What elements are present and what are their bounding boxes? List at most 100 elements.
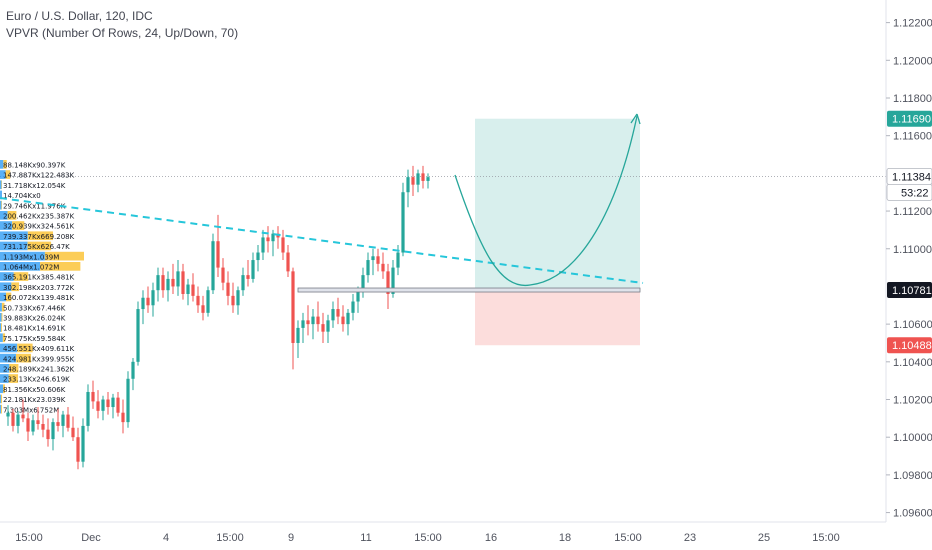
candle-body[interactable] bbox=[216, 241, 220, 268]
candle-body[interactable] bbox=[271, 233, 275, 242]
vp-row-down bbox=[15, 353, 32, 363]
candle-body[interactable] bbox=[296, 327, 300, 343]
candle-body[interactable] bbox=[336, 309, 340, 317]
candle-body[interactable] bbox=[331, 309, 335, 321]
candle-body[interactable] bbox=[191, 284, 195, 296]
candle-body[interactable] bbox=[26, 418, 30, 432]
candle-body[interactable] bbox=[66, 414, 70, 428]
candle-body[interactable] bbox=[111, 397, 115, 408]
candle-body[interactable] bbox=[21, 414, 25, 419]
price-label-badge: 1.10488 bbox=[887, 337, 932, 354]
candle-body[interactable] bbox=[181, 271, 185, 294]
candle-body[interactable] bbox=[136, 309, 140, 362]
candle-body[interactable] bbox=[306, 320, 310, 325]
candle-body[interactable] bbox=[61, 414, 65, 426]
candle-body[interactable] bbox=[226, 282, 230, 296]
candle-body[interactable] bbox=[396, 252, 400, 268]
candle-body[interactable] bbox=[321, 324, 325, 332]
candle-body[interactable] bbox=[361, 275, 365, 291]
candle-body[interactable] bbox=[171, 278, 175, 287]
candle-body[interactable] bbox=[196, 295, 200, 306]
candle-body[interactable] bbox=[41, 424, 45, 430]
vp-row-up bbox=[0, 353, 16, 363]
trendline[interactable] bbox=[0, 197, 644, 284]
candle-body[interactable] bbox=[301, 320, 305, 328]
candle-body[interactable] bbox=[121, 412, 125, 423]
candle-body[interactable] bbox=[51, 422, 55, 440]
projection-curve[interactable] bbox=[454, 115, 638, 287]
candle-body[interactable] bbox=[31, 420, 35, 432]
candle-body[interactable] bbox=[46, 429, 50, 440]
candle-body[interactable] bbox=[421, 173, 425, 181]
candle-body[interactable] bbox=[371, 256, 375, 261]
candle-body[interactable] bbox=[156, 275, 160, 291]
candle-body[interactable] bbox=[366, 260, 370, 276]
candle-body[interactable] bbox=[36, 420, 40, 425]
candle-body[interactable] bbox=[241, 275, 245, 291]
candle-body[interactable] bbox=[211, 241, 215, 291]
candle-body[interactable] bbox=[186, 284, 190, 294]
candle-body[interactable] bbox=[91, 391, 95, 402]
candle-body[interactable] bbox=[346, 312, 350, 325]
candle-body[interactable] bbox=[356, 290, 360, 302]
candle-body[interactable] bbox=[376, 256, 380, 264]
projection-arrowhead bbox=[630, 113, 641, 125]
candle-body[interactable] bbox=[201, 305, 205, 313]
candle-body[interactable] bbox=[56, 422, 60, 426]
vp-row-label: 302.198Kx203.772K bbox=[3, 284, 75, 292]
candle-body[interactable] bbox=[416, 173, 420, 185]
price-badge-bg bbox=[886, 183, 932, 201]
candle-body[interactable] bbox=[96, 401, 100, 411]
candle-body[interactable] bbox=[266, 237, 270, 242]
candle-body[interactable] bbox=[151, 290, 155, 306]
candle-body[interactable] bbox=[126, 378, 130, 423]
candle-body[interactable] bbox=[221, 267, 225, 283]
candle-body[interactable] bbox=[76, 437, 80, 462]
candle-body[interactable] bbox=[341, 316, 345, 325]
candle-body[interactable] bbox=[11, 412, 15, 426]
profit-zone[interactable] bbox=[475, 118, 640, 291]
entry-level-box[interactable] bbox=[297, 287, 641, 293]
candle-body[interactable] bbox=[246, 275, 250, 279]
candle-body[interactable] bbox=[106, 399, 110, 408]
candle-body[interactable] bbox=[401, 192, 405, 253]
candle-body[interactable] bbox=[291, 271, 295, 343]
candle-body[interactable] bbox=[146, 297, 150, 306]
candle-body[interactable] bbox=[236, 290, 240, 306]
candle-body[interactable] bbox=[411, 177, 415, 185]
candle-body[interactable] bbox=[311, 316, 315, 325]
candle-body[interactable] bbox=[116, 397, 120, 413]
candle-body[interactable] bbox=[326, 320, 330, 332]
candle-body[interactable] bbox=[86, 391, 90, 426]
vp-row-down bbox=[13, 272, 29, 281]
candle-body[interactable] bbox=[406, 177, 410, 193]
candle-body[interactable] bbox=[166, 278, 170, 291]
candle-body[interactable] bbox=[161, 275, 165, 291]
indicator-title[interactable]: VPVR (Number Of Rows, 24, Up/Down, 70) bbox=[6, 26, 239, 40]
candle-body[interactable] bbox=[316, 316, 320, 325]
candle-body[interactable] bbox=[351, 301, 355, 313]
candle-body[interactable] bbox=[286, 252, 290, 272]
candle-body[interactable] bbox=[231, 295, 235, 306]
symbol-title[interactable]: Euro / U.S. Dollar, 120, IDC bbox=[6, 9, 153, 23]
candle-body[interactable] bbox=[141, 297, 145, 310]
candle-body[interactable] bbox=[71, 427, 75, 438]
candle-body[interactable] bbox=[6, 412, 10, 417]
candle-body[interactable] bbox=[281, 237, 285, 253]
candle-body[interactable] bbox=[261, 237, 265, 253]
candle-body[interactable] bbox=[426, 177, 430, 181]
candle-body[interactable] bbox=[386, 271, 390, 294]
candle-body[interactable] bbox=[16, 414, 20, 426]
candle-body[interactable] bbox=[206, 290, 210, 313]
candle-body[interactable] bbox=[251, 260, 255, 279]
candle-body[interactable] bbox=[256, 252, 260, 261]
price-tick-label: 1.10200 bbox=[893, 395, 932, 407]
candle-body[interactable] bbox=[81, 425, 85, 462]
candle-body[interactable] bbox=[176, 271, 180, 287]
candle-body[interactable] bbox=[391, 267, 395, 294]
candle-body[interactable] bbox=[101, 399, 105, 411]
candle-body[interactable] bbox=[381, 263, 385, 272]
loss-zone[interactable] bbox=[475, 290, 640, 346]
candle-body[interactable] bbox=[131, 361, 135, 379]
